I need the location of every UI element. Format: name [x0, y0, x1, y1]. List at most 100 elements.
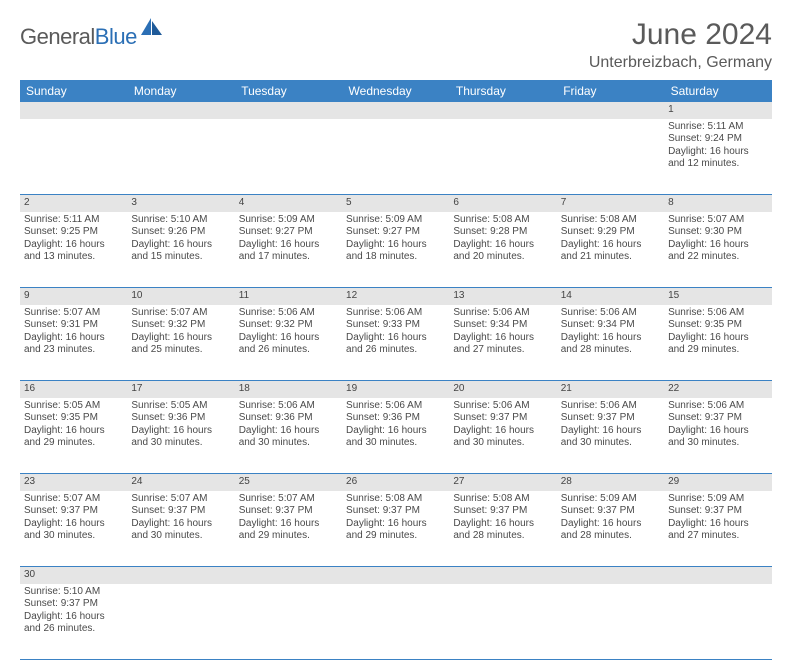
day-cell: Sunrise: 5:08 AMSunset: 9:37 PMDaylight:…: [449, 491, 556, 567]
sail-icon: [141, 18, 163, 41]
day-number-cell: [664, 567, 771, 584]
day-number-cell: 2: [20, 195, 127, 212]
day-number-cell: [557, 102, 664, 119]
daylight-line-2: and 29 minutes.: [24, 437, 123, 450]
day-cell: Sunrise: 5:08 AMSunset: 9:37 PMDaylight:…: [342, 491, 449, 567]
day-number-cell: [449, 102, 556, 119]
day-content-row: Sunrise: 5:07 AMSunset: 9:31 PMDaylight:…: [20, 305, 772, 381]
day-content: Sunrise: 5:08 AMSunset: 9:37 PMDaylight:…: [449, 491, 556, 547]
daylight-line-2: and 17 minutes.: [239, 251, 338, 264]
day-number-cell: 5: [342, 195, 449, 212]
weekday-header: Thursday: [449, 80, 556, 102]
sunset-line: Sunset: 9:30 PM: [668, 226, 767, 239]
day-cell: Sunrise: 5:10 AMSunset: 9:26 PMDaylight:…: [127, 212, 234, 288]
sunset-line: Sunset: 9:33 PM: [346, 319, 445, 332]
day-content: Sunrise: 5:06 AMSunset: 9:36 PMDaylight:…: [235, 398, 342, 454]
sunset-line: Sunset: 9:27 PM: [239, 226, 338, 239]
day-cell: [449, 584, 556, 660]
day-number-cell: 18: [235, 381, 342, 398]
day-number-cell: 15: [664, 288, 771, 305]
day-number-cell: 29: [664, 474, 771, 491]
sunset-line: Sunset: 9:36 PM: [131, 412, 230, 425]
day-number-row: 30: [20, 567, 772, 584]
sunset-line: Sunset: 9:34 PM: [561, 319, 660, 332]
daylight-line-2: and 30 minutes.: [239, 437, 338, 450]
sunset-line: Sunset: 9:32 PM: [239, 319, 338, 332]
sunset-line: Sunset: 9:36 PM: [346, 412, 445, 425]
brand-text: GeneralBlue: [20, 24, 137, 50]
daylight-line-2: and 30 minutes.: [453, 437, 552, 450]
day-number-cell: 24: [127, 474, 234, 491]
day-number-cell: [342, 567, 449, 584]
day-content: Sunrise: 5:06 AMSunset: 9:35 PMDaylight:…: [664, 305, 771, 361]
daylight-line-1: Daylight: 16 hours: [668, 425, 767, 438]
daylight-line-1: Daylight: 16 hours: [24, 611, 123, 624]
sunrise-line: Sunrise: 5:09 AM: [668, 493, 767, 506]
day-cell: Sunrise: 5:10 AMSunset: 9:37 PMDaylight:…: [20, 584, 127, 660]
daylight-line-2: and 25 minutes.: [131, 344, 230, 357]
weekday-header: Friday: [557, 80, 664, 102]
weekday-header: Sunday: [20, 80, 127, 102]
day-cell: [20, 119, 127, 195]
day-content: Sunrise: 5:06 AMSunset: 9:34 PMDaylight:…: [557, 305, 664, 361]
sunrise-line: Sunrise: 5:05 AM: [24, 400, 123, 413]
daylight-line-2: and 29 minutes.: [668, 344, 767, 357]
day-number-cell: 11: [235, 288, 342, 305]
day-cell: Sunrise: 5:06 AMSunset: 9:34 PMDaylight:…: [557, 305, 664, 381]
daylight-line-1: Daylight: 16 hours: [561, 518, 660, 531]
sunset-line: Sunset: 9:37 PM: [239, 505, 338, 518]
day-cell: Sunrise: 5:06 AMSunset: 9:37 PMDaylight:…: [449, 398, 556, 474]
daylight-line-2: and 28 minutes.: [561, 344, 660, 357]
day-number-cell: 7: [557, 195, 664, 212]
daylight-line-1: Daylight: 16 hours: [668, 146, 767, 159]
day-number-cell: 22: [664, 381, 771, 398]
day-content: Sunrise: 5:08 AMSunset: 9:29 PMDaylight:…: [557, 212, 664, 268]
calendar-body: 1Sunrise: 5:11 AMSunset: 9:24 PMDaylight…: [20, 102, 772, 660]
daylight-line-2: and 30 minutes.: [668, 437, 767, 450]
daylight-line-1: Daylight: 16 hours: [24, 239, 123, 252]
sunset-line: Sunset: 9:24 PM: [668, 133, 767, 146]
day-content: Sunrise: 5:07 AMSunset: 9:32 PMDaylight:…: [127, 305, 234, 361]
daylight-line-2: and 29 minutes.: [239, 530, 338, 543]
day-number-cell: 6: [449, 195, 556, 212]
sunset-line: Sunset: 9:25 PM: [24, 226, 123, 239]
day-cell: [235, 119, 342, 195]
daylight-line-2: and 28 minutes.: [453, 530, 552, 543]
daylight-line-2: and 30 minutes.: [561, 437, 660, 450]
day-content: Sunrise: 5:06 AMSunset: 9:32 PMDaylight:…: [235, 305, 342, 361]
daylight-line-1: Daylight: 16 hours: [131, 239, 230, 252]
day-content: Sunrise: 5:11 AMSunset: 9:25 PMDaylight:…: [20, 212, 127, 268]
day-cell: [127, 119, 234, 195]
daylight-line-1: Daylight: 16 hours: [668, 239, 767, 252]
day-number-cell: 23: [20, 474, 127, 491]
day-content: Sunrise: 5:07 AMSunset: 9:37 PMDaylight:…: [127, 491, 234, 547]
sunset-line: Sunset: 9:37 PM: [453, 412, 552, 425]
daylight-line-2: and 26 minutes.: [24, 623, 123, 636]
sunrise-line: Sunrise: 5:06 AM: [346, 400, 445, 413]
day-number-cell: [20, 102, 127, 119]
day-number-cell: 8: [664, 195, 771, 212]
sunset-line: Sunset: 9:37 PM: [561, 505, 660, 518]
day-number-cell: 30: [20, 567, 127, 584]
day-cell: Sunrise: 5:11 AMSunset: 9:25 PMDaylight:…: [20, 212, 127, 288]
day-number-cell: 12: [342, 288, 449, 305]
day-content: Sunrise: 5:11 AMSunset: 9:24 PMDaylight:…: [664, 119, 771, 175]
day-number-cell: [342, 102, 449, 119]
day-content: Sunrise: 5:05 AMSunset: 9:35 PMDaylight:…: [20, 398, 127, 454]
day-cell: Sunrise: 5:06 AMSunset: 9:36 PMDaylight:…: [235, 398, 342, 474]
day-number-cell: 17: [127, 381, 234, 398]
day-number-cell: [557, 567, 664, 584]
day-content-row: Sunrise: 5:10 AMSunset: 9:37 PMDaylight:…: [20, 584, 772, 660]
day-content-row: Sunrise: 5:07 AMSunset: 9:37 PMDaylight:…: [20, 491, 772, 567]
sunrise-line: Sunrise: 5:07 AM: [668, 214, 767, 227]
daylight-line-2: and 20 minutes.: [453, 251, 552, 264]
daylight-line-2: and 15 minutes.: [131, 251, 230, 264]
sunrise-line: Sunrise: 5:06 AM: [668, 400, 767, 413]
sunrise-line: Sunrise: 5:07 AM: [239, 493, 338, 506]
sunset-line: Sunset: 9:37 PM: [131, 505, 230, 518]
day-content: Sunrise: 5:10 AMSunset: 9:26 PMDaylight:…: [127, 212, 234, 268]
sunrise-line: Sunrise: 5:10 AM: [131, 214, 230, 227]
brand-text-1: General: [20, 24, 95, 49]
day-cell: Sunrise: 5:07 AMSunset: 9:30 PMDaylight:…: [664, 212, 771, 288]
day-cell: Sunrise: 5:08 AMSunset: 9:29 PMDaylight:…: [557, 212, 664, 288]
